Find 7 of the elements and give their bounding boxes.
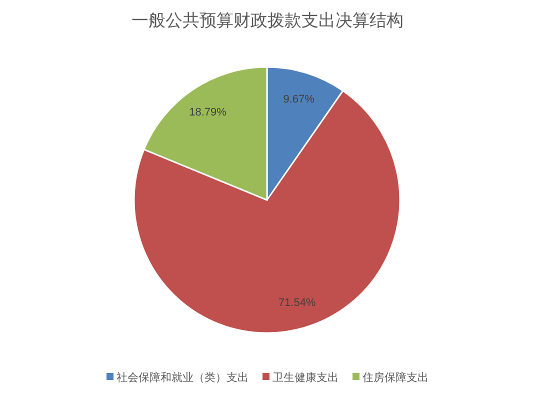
legend-label: 社会保障和就业（类）支出 bbox=[116, 371, 248, 384]
legend-label: 住房保障支出 bbox=[362, 371, 428, 384]
data-label: 18.79% bbox=[189, 106, 227, 119]
data-label: 71.54% bbox=[278, 297, 316, 310]
data-label: 9.67% bbox=[283, 93, 315, 106]
chart-title: 一般公共预算财政拨款支出决算结构 bbox=[132, 11, 404, 30]
legend-label: 卫生健康支出 bbox=[272, 371, 338, 384]
